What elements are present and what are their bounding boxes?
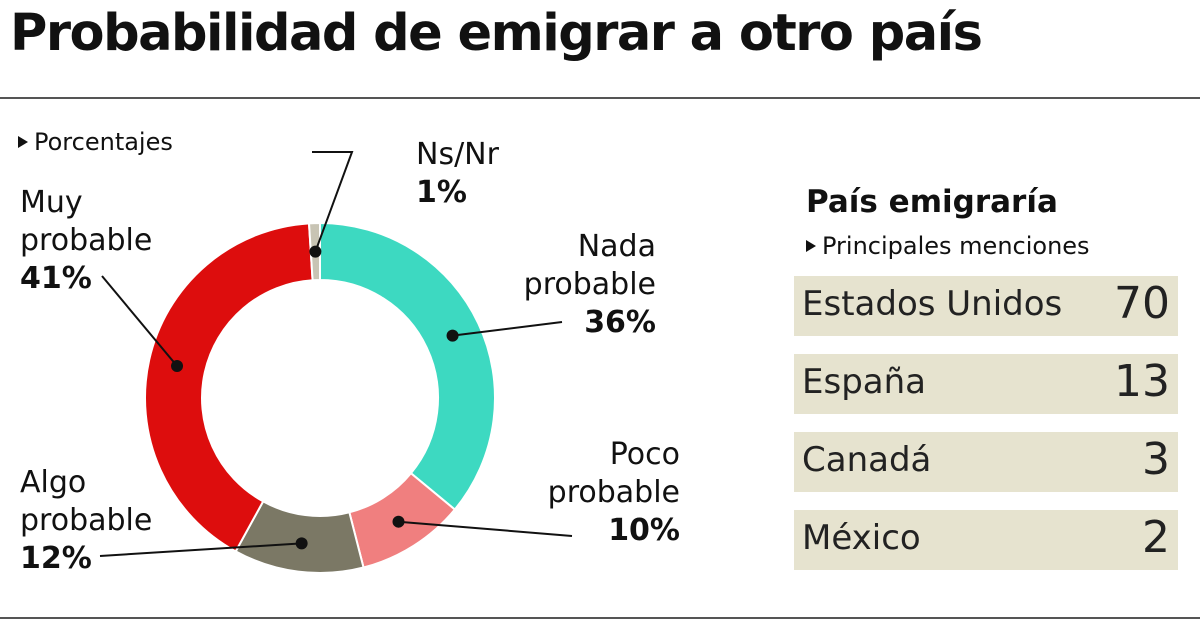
sidebar-subtitle-text: Principales menciones xyxy=(822,232,1090,260)
leader-dot-algo xyxy=(295,537,308,550)
leader-dot-poco xyxy=(392,515,405,528)
leader-line-muy xyxy=(101,275,178,367)
leader-dot-nsnr xyxy=(309,245,322,258)
label-nada-line2: probable xyxy=(523,267,656,302)
triangle-bullet-icon xyxy=(18,136,28,148)
label-algo-line2: probable xyxy=(20,503,153,538)
country-count: 13 xyxy=(1114,356,1170,407)
top-divider xyxy=(0,97,1200,99)
label-nada-line1: Nada xyxy=(577,229,656,264)
leader-line-nsnr xyxy=(312,151,354,252)
bottom-divider xyxy=(0,617,1200,619)
leader-line-poco xyxy=(398,520,573,537)
donut-chart xyxy=(99,151,573,574)
country-name: México xyxy=(802,518,921,558)
label-poco-line1: Poco xyxy=(609,437,680,472)
label-nsnr-pct: 1% xyxy=(416,175,467,210)
label-muy-line1: Muy xyxy=(20,185,83,220)
table-row: España 13 xyxy=(794,354,1178,414)
label-muy-pct: 41% xyxy=(20,261,92,296)
leader-line-algo xyxy=(99,542,302,557)
leader-dot-muy xyxy=(171,360,184,373)
country-name: Canadá xyxy=(802,440,932,480)
donut-slices xyxy=(143,221,496,574)
country-table: Estados Unidos 70 España 13 Canadá 3 Méx… xyxy=(794,276,1178,588)
label-nsnr-line1: Ns/Nr xyxy=(416,137,499,172)
sidebar-subtitle: Principales menciones xyxy=(806,232,1090,260)
table-row: México 2 xyxy=(794,510,1178,570)
chart-subtitle: Porcentajes xyxy=(18,128,173,156)
label-nada-probable: Nada probable 36% xyxy=(476,228,656,342)
country-name: Estados Unidos xyxy=(802,284,1063,324)
country-name: España xyxy=(802,362,926,402)
leader-line-nada xyxy=(452,321,563,337)
donut-slice-muy xyxy=(143,222,314,553)
donut-slice-nada xyxy=(319,221,496,511)
label-nada-pct: 36% xyxy=(584,305,656,340)
country-count: 70 xyxy=(1114,278,1170,329)
country-count: 3 xyxy=(1142,434,1170,485)
table-row: Estados Unidos 70 xyxy=(794,276,1178,336)
label-ns-nr: Ns/Nr 1% xyxy=(416,136,499,212)
triangle-bullet-icon xyxy=(806,240,816,252)
leader-lines xyxy=(99,151,573,557)
label-muy-line2: probable xyxy=(20,223,153,258)
label-poco-pct: 10% xyxy=(608,513,680,548)
label-poco-line2: probable xyxy=(547,475,680,510)
label-algo-pct: 12% xyxy=(20,541,92,576)
table-row: Canadá 3 xyxy=(794,432,1178,492)
leader-dot-nada xyxy=(446,329,459,342)
label-algo-probable: Algo probable 12% xyxy=(20,464,152,578)
chart-subtitle-text: Porcentajes xyxy=(34,128,173,156)
chart-title: Probabilidad de emigrar a otro país xyxy=(10,4,983,63)
label-poco-probable: Poco probable 10% xyxy=(500,436,680,550)
sidebar-title: País emigraría xyxy=(806,184,1058,220)
label-muy-probable: Muy probable 41% xyxy=(20,184,152,298)
label-algo-line1: Algo xyxy=(20,465,87,500)
country-count: 2 xyxy=(1142,512,1170,563)
